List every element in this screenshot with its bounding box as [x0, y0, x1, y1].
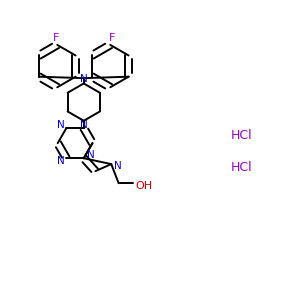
Text: OH: OH — [135, 181, 152, 191]
Text: HCl: HCl — [230, 161, 252, 174]
Text: N: N — [57, 120, 65, 130]
Text: N: N — [80, 74, 88, 84]
Text: F: F — [52, 32, 59, 43]
Text: HCl: HCl — [230, 129, 252, 142]
Text: F: F — [109, 32, 115, 43]
Text: N: N — [57, 156, 65, 166]
Text: N: N — [80, 120, 88, 130]
Text: N: N — [114, 160, 122, 171]
Text: N: N — [87, 150, 94, 160]
